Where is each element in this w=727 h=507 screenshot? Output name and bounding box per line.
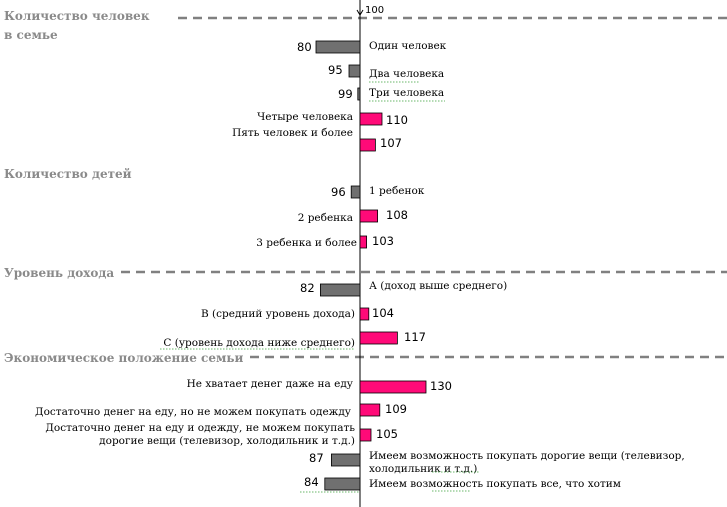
bar-value-label: 104 (372, 306, 394, 320)
section-title: Количество человек (4, 9, 150, 23)
bar-value-label: 84 (304, 475, 319, 489)
category-label: Имеем возможность покупать все, что хоти… (369, 478, 621, 490)
bar (315, 40, 361, 54)
category-label: А (доход выше среднего) (369, 280, 507, 292)
bar-value-label: 110 (386, 113, 408, 127)
bar-value-label: 103 (372, 234, 394, 248)
category-label: Четыре человека (257, 111, 353, 123)
bar (348, 64, 361, 78)
bar (359, 331, 398, 345)
category-label: В (средний уровень дохода) (201, 308, 355, 320)
bar-value-label: 80 (297, 40, 312, 54)
category-label: Один человек (369, 40, 447, 52)
section-title-backing (2, 265, 119, 280)
bar (350, 185, 361, 199)
bar (359, 209, 379, 223)
category-label: Три человека (369, 87, 444, 99)
bar (324, 477, 361, 491)
category-label: дорогие вещи (телевизор, холодильник и т… (99, 435, 355, 447)
bar-value-label: 105 (376, 427, 398, 441)
baseline-label: 100 (365, 5, 384, 16)
bar (319, 283, 361, 297)
bar (359, 235, 367, 249)
category-label: 2 ребенка (298, 212, 353, 224)
bar-value-label: 95 (328, 63, 343, 77)
bar-value-label: 117 (404, 330, 426, 344)
section-title-backing (2, 166, 136, 181)
section-title: Уровень дохода (4, 266, 114, 280)
section-title-backing (2, 350, 248, 365)
section-title-backing (2, 8, 154, 23)
category-label: 1 ребенок (369, 185, 425, 197)
category-label: Имеем возможность покупать дорогие вещи … (369, 450, 685, 462)
category-label: 3 ребенка и более (256, 237, 357, 249)
bar-value-label: 82 (300, 281, 315, 295)
bar-value-label: 99 (338, 87, 353, 101)
bar (359, 307, 370, 321)
bar-value-label: 109 (385, 402, 407, 416)
section-title: Экономическое положение семьи (4, 351, 244, 365)
bar (330, 453, 361, 467)
bar (359, 112, 383, 126)
section-title: Количество детей (4, 167, 132, 181)
category-label: С (уровень дохода ниже среднего) (163, 337, 355, 349)
bar-value-label: 96 (331, 185, 346, 199)
category-label: Достаточно денег на еду, но не можем пок… (35, 406, 352, 418)
category-label: Не хватает денег даже на еду (187, 378, 354, 390)
category-label: Достаточно денег на еду и одежду, не мож… (45, 422, 355, 434)
bar (359, 403, 381, 417)
bar (359, 428, 372, 442)
section-title-backing (2, 27, 62, 42)
category-label: Пять человек и более (232, 127, 353, 139)
section-title: в семье (4, 28, 58, 42)
bar (359, 380, 427, 394)
bar-value-label: 108 (386, 208, 408, 222)
bar-value-label: 130 (430, 379, 452, 393)
bar (357, 87, 361, 101)
bar (359, 138, 376, 152)
bar-value-label: 87 (309, 451, 324, 465)
category-label: холодильник и т.д.) (369, 463, 477, 475)
category-label: Два человека (369, 68, 444, 80)
bar-value-label: 107 (380, 136, 402, 150)
